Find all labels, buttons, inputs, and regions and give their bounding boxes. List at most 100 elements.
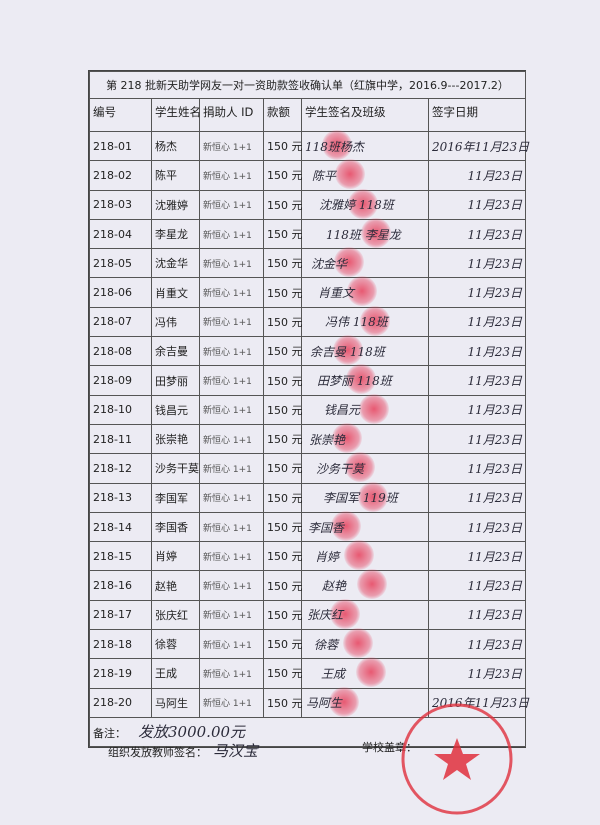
row-signature-cell: 肖婷	[301, 540, 429, 572]
fingerprint-mark	[334, 247, 364, 278]
col-amount: 款额	[263, 98, 302, 132]
row-amount: 150 元	[263, 629, 303, 660]
row-student-name: 沙务干莫	[151, 453, 200, 484]
receipt-table: 第 218 批新天助学网友一对一资助款签收确认单（红旗中学，2016.9---2…	[89, 71, 529, 747]
fingerprint-mark	[332, 422, 362, 453]
row-date: 11月23日	[428, 570, 526, 601]
row-date: 11月23日	[428, 658, 526, 689]
row-donor-id: 新恒心 1+1	[199, 453, 264, 484]
row-id: 218-07	[89, 306, 152, 338]
row-date: 11月23日	[428, 248, 526, 279]
row-signature-cell: 田梦丽 118班	[301, 364, 429, 396]
row-id: 218-11	[89, 423, 152, 455]
fingerprint-mark	[329, 686, 359, 717]
row-signature-cell: 王成	[301, 657, 429, 689]
row-student-name: 赵艳	[151, 570, 200, 601]
row-id: 218-02	[89, 160, 152, 191]
row-amount: 150 元	[263, 248, 303, 279]
row-amount: 150 元	[263, 336, 303, 367]
row-signature: 冯伟 118班	[325, 315, 388, 330]
col-date: 签字日期	[428, 98, 526, 132]
row-signature-cell: 钱昌元	[301, 393, 429, 425]
row-signature: 张崇艳	[309, 432, 346, 447]
row-signature: 田梦丽 118班	[317, 374, 392, 389]
row-signature: 肖重文	[318, 286, 355, 301]
row-date: 11月23日	[428, 394, 526, 425]
fingerprint-mark	[356, 657, 386, 688]
row-donor-id: 新恒心 1+1	[199, 599, 264, 631]
row-donor-id: 新恒心 1+1	[199, 687, 264, 718]
row-date: 11月23日	[428, 482, 526, 513]
row-date: 11月23日	[428, 423, 526, 455]
table-row: 218-11 张崇艳 新恒心 1+1 150 元张崇艳 11月23日	[89, 422, 526, 455]
row-donor-id: 新恒心 1+1	[199, 511, 264, 543]
row-signature-cell: 李国军 119班	[301, 481, 429, 513]
row-date: 11月23日	[428, 218, 526, 250]
fingerprint-mark	[333, 335, 363, 366]
fingerprint-mark	[357, 569, 387, 600]
row-signature: 赵艳	[322, 579, 347, 594]
table-row: 218-04 李星龙 新恒心 1+1 150 元 118班 李星龙 11月23日	[89, 217, 526, 250]
row-signature-cell: 徐蓉	[301, 628, 429, 660]
row-student-name: 徐蓉	[151, 629, 200, 660]
row-amount: 150 元	[263, 423, 303, 455]
table-row: 218-15 肖婷 新恒心 1+1 150 元肖婷 11月23日	[89, 540, 526, 572]
row-student-name: 肖重文	[151, 277, 200, 308]
row-signature-cell: 沙务干莫	[301, 452, 429, 484]
row-student-name: 田梦丽	[151, 365, 200, 396]
row-signature: 王成	[321, 666, 346, 681]
row-amount: 150 元	[263, 599, 303, 631]
row-donor-id: 新恒心 1+1	[199, 189, 264, 220]
row-date: 11月23日	[428, 336, 526, 367]
fingerprint-mark	[346, 364, 376, 395]
col-id: 编号	[89, 98, 152, 132]
row-signature: 李国香	[308, 520, 345, 535]
fingerprint-mark	[330, 598, 360, 629]
row-signature-cell: 沈金华	[301, 247, 429, 279]
row-student-name: 余吉曼	[151, 336, 200, 367]
row-id: 218-09	[89, 365, 152, 396]
star-icon	[434, 738, 480, 780]
table-row: 218-01 杨杰 新恒心 1+1 150 元 118班杨杰 2016年11月23日	[89, 130, 529, 162]
row-signature-cell: 肖重文	[301, 276, 429, 308]
table-row: 218-07 冯伟 新恒心 1+1 150 元 冯伟 118班 11月23日	[89, 305, 526, 338]
table-row: 218-05 沈金华 新恒心 1+1 150 元沈金华 11月23日	[89, 247, 526, 279]
row-amount: 150 元	[263, 130, 303, 162]
row-amount: 150 元	[263, 306, 303, 338]
row-date: 11月23日	[428, 511, 526, 543]
remarks-label: 备注：	[93, 727, 126, 741]
row-donor-id: 新恒心 1+1	[199, 277, 264, 308]
row-student-name: 李国香	[151, 511, 200, 543]
table-row: 218-19 王成 新恒心 1+1 150 元王成 11月23日	[89, 657, 526, 689]
table-row: 218-10 钱昌元 新恒心 1+1 150 元钱昌元 11月23日	[89, 393, 526, 425]
row-donor-id: 新恒心 1+1	[199, 306, 264, 338]
row-signature-cell: 李国香	[301, 510, 429, 543]
teacher-label: 组织发放教师签名：	[108, 746, 207, 759]
row-signature: 肖婷	[315, 549, 340, 564]
table-row: 218-02 陈平 新恒心 1+1 150 元陈平 11月23日	[89, 159, 526, 191]
row-signature-cell: 118班 李星龙	[301, 217, 429, 250]
row-student-name: 杨杰	[151, 130, 200, 162]
row-id: 218-17	[89, 599, 152, 631]
row-amount: 150 元	[263, 541, 303, 572]
row-student-name: 冯伟	[151, 306, 200, 338]
row-date: 11月23日	[428, 365, 526, 396]
row-amount: 150 元	[263, 160, 303, 191]
row-signature-cell: 余吉曼 118班	[301, 335, 429, 367]
row-date: 11月23日	[428, 599, 526, 631]
table-row: 218-14 李国香 新恒心 1+1 150 元李国香 11月23日	[89, 510, 526, 543]
row-donor-id: 新恒心 1+1	[199, 336, 264, 367]
row-amount: 150 元	[263, 365, 303, 396]
row-donor-id: 新恒心 1+1	[199, 541, 264, 572]
row-signature-cell: 赵艳	[301, 569, 429, 601]
table-row: 218-08 余吉曼 新恒心 1+1 150 元余吉曼 118班 11月23日	[89, 335, 526, 367]
row-signature-cell: 马阿生	[301, 686, 429, 718]
remarks-value: 发放3000.00元	[138, 723, 246, 742]
row-signature: 钱昌元	[324, 403, 361, 418]
row-amount: 150 元	[263, 218, 303, 250]
table-row: 218-13 李国军 新恒心 1+1 150 元 李国军 119班 11月23日	[89, 481, 526, 513]
table-row: 218-20 马阿生 新恒心 1+1 150 元马阿生 2016年11月23日	[89, 686, 529, 718]
row-date: 11月23日	[428, 453, 526, 484]
row-date: 2016年11月23日	[428, 130, 529, 162]
row-date: 11月23日	[428, 541, 526, 572]
